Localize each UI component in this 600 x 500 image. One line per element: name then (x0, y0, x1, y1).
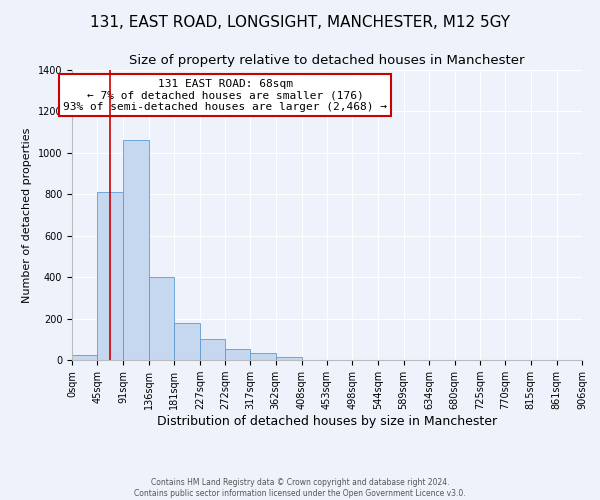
Y-axis label: Number of detached properties: Number of detached properties (22, 128, 32, 302)
Bar (174, 322, 200, 360)
Bar (250, 353, 276, 360)
Bar (225, 348, 250, 360)
Bar (149, 277, 174, 360)
Text: 131 EAST ROAD: 68sqm
← 7% of detached houses are smaller (176)
93% of semi-detac: 131 EAST ROAD: 68sqm ← 7% of detached ho… (63, 78, 387, 112)
Bar (97, 192, 123, 360)
Bar (200, 340, 225, 360)
Bar (123, 140, 149, 360)
Bar (72, 355, 97, 360)
Text: Contains HM Land Registry data © Crown copyright and database right 2024.
Contai: Contains HM Land Registry data © Crown c… (134, 478, 466, 498)
X-axis label: Distribution of detached houses by size in Manchester: Distribution of detached houses by size … (157, 415, 497, 428)
Title: Size of property relative to detached houses in Manchester: Size of property relative to detached ho… (129, 54, 525, 68)
Text: 131, EAST ROAD, LONGSIGHT, MANCHESTER, M12 5GY: 131, EAST ROAD, LONGSIGHT, MANCHESTER, M… (90, 15, 510, 30)
Bar (276, 357, 302, 360)
